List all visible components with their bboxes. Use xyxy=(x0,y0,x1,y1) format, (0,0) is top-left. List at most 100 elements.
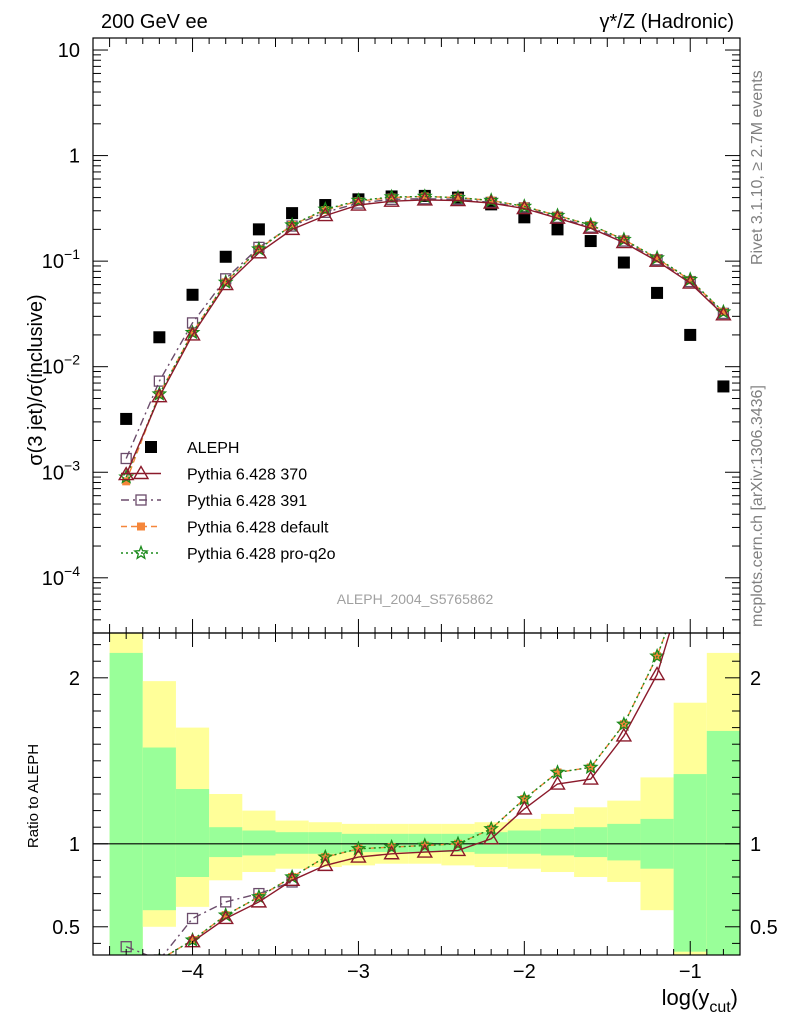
ratio-series-0-point xyxy=(516,800,533,815)
main-series-3-point xyxy=(719,307,728,316)
ratio-panel-series xyxy=(120,605,680,964)
ratio-series-0-point xyxy=(250,893,268,908)
mcplots-label: mcplots.cern.ch [arXiv:1306.3436] xyxy=(749,385,766,627)
main-series-3-point xyxy=(453,193,462,202)
legend-marker-1 xyxy=(132,465,150,480)
main-y-tick-label: 10−3 xyxy=(42,457,80,484)
ratio-series-3-point xyxy=(616,716,632,731)
ratio-series-2-point xyxy=(670,607,678,615)
main-series-1-point xyxy=(549,209,566,224)
main-series-4-point xyxy=(350,192,367,208)
main-y-tick-label: 10−1 xyxy=(42,246,80,273)
main-series-1-point xyxy=(217,276,234,291)
ratio-inner-band xyxy=(574,827,608,858)
analysis-id-label: ALEPH_2004_S5765862 xyxy=(337,591,494,607)
main-series-1-point xyxy=(682,274,699,289)
ratio-series-1-point xyxy=(186,912,199,925)
ratio-y-axis-label: Ratio to ALEPH xyxy=(25,744,42,848)
legend-marker-4 xyxy=(133,544,149,560)
ratio-inner-band xyxy=(507,830,541,854)
ratio-series-0-point xyxy=(549,775,566,790)
ratio-inner-band xyxy=(673,774,707,952)
ratio-series-3-line xyxy=(166,633,667,955)
ratio-y-tick-label: 1 xyxy=(69,834,80,856)
main-panel-series xyxy=(117,188,732,486)
main-series-3-point xyxy=(553,211,562,220)
ratio-series-2-line xyxy=(166,633,667,955)
main-series-0-point xyxy=(252,223,265,236)
main-series-0-point xyxy=(717,380,730,393)
ratio-series-3-point xyxy=(383,838,400,854)
ratio-y-tick-label-right: 2 xyxy=(750,668,761,690)
ratio-series-3-point xyxy=(350,840,367,856)
ratio-inner-band xyxy=(242,830,276,856)
main-series-3-point xyxy=(155,390,164,399)
ratio-series-0-point xyxy=(416,843,434,858)
ratio-inner-band xyxy=(474,832,508,854)
energy-label: 200 GeV ee xyxy=(101,11,208,33)
main-series-1-point xyxy=(416,191,434,206)
ratio-series-0-point xyxy=(582,770,599,785)
main-series-1-point xyxy=(383,192,400,207)
ratio-series-2-point xyxy=(254,892,263,901)
main-series-2-line xyxy=(125,197,724,459)
legend-marker-2 xyxy=(135,494,147,506)
ratio-series-0-point xyxy=(217,910,234,925)
main-series-0-point xyxy=(153,331,166,344)
main-series-3-line xyxy=(125,195,724,482)
main-series-3-point xyxy=(686,276,695,285)
main-series-1-point xyxy=(250,244,268,259)
main-series-1-point xyxy=(449,192,467,207)
main-series-1-point xyxy=(350,196,367,211)
main-y-tick-label: 1 xyxy=(69,146,80,168)
x-tick-label: −3 xyxy=(347,961,370,983)
ratio-series-3-point xyxy=(251,888,267,904)
main-series-1-point xyxy=(715,306,732,321)
ratio-series-2-point xyxy=(155,956,163,964)
ratio-series-3-point xyxy=(582,759,599,775)
ratio-y-tick-label: 2 xyxy=(69,668,80,690)
ratio-inner-band xyxy=(607,823,641,861)
main-series-1-point xyxy=(582,219,599,234)
ratio-inner-band xyxy=(109,652,143,955)
main-series-2-point xyxy=(120,452,132,465)
main-series-4-line xyxy=(125,195,724,478)
process-label: γ*/Z (Hadronic) xyxy=(600,11,734,33)
main-series-3-point xyxy=(354,197,363,206)
legend-label-1: Pythia 6.428 370 xyxy=(187,467,307,484)
main-series-4-point xyxy=(317,201,334,216)
ratio-series-0-point xyxy=(283,871,301,887)
ratio-series-3-point xyxy=(668,605,680,617)
main-y-tick-label: 10−4 xyxy=(42,563,80,590)
ratio-series-0-line xyxy=(192,633,671,943)
main-series-1-point xyxy=(648,252,666,267)
legend-label-4: Pythia 6.428 pro-q2o xyxy=(187,546,336,563)
main-series-1-point xyxy=(151,388,168,403)
legend-label-2: Pythia 6.428 391 xyxy=(187,493,307,510)
ratio-uncertainty-bands xyxy=(109,633,740,955)
main-series-0-point xyxy=(551,223,564,236)
legend-label-3: Pythia 6.428 default xyxy=(187,520,329,537)
main-series-0-point xyxy=(684,328,697,341)
ratio-series-3-point xyxy=(317,848,334,864)
ratio-series-0-point xyxy=(449,842,467,857)
main-series-0-point xyxy=(651,286,664,299)
ratio-series-0-point xyxy=(615,727,633,742)
main-series-3-point xyxy=(288,220,297,229)
ratio-series-0-point xyxy=(350,848,367,863)
main-series-0-point xyxy=(617,256,630,269)
main-series-4-point xyxy=(383,188,400,204)
main-series-3-point xyxy=(221,278,230,287)
x-axis-label-subscript: cut xyxy=(709,999,731,1016)
main-series-0-point xyxy=(584,235,597,248)
ratio-series-3-point xyxy=(649,647,665,663)
main-series-3-point xyxy=(321,206,330,215)
legend: ALEPH Pythia 6.428 370 Pythia 6.428 391 Pyt… xyxy=(121,440,336,563)
ratio-series-0-point xyxy=(648,666,666,681)
main-series-0-point xyxy=(186,288,199,301)
ratio-inner-band xyxy=(275,832,309,854)
main-series-4-point xyxy=(251,240,267,256)
ratio-y-tick-label: 0.5 xyxy=(52,917,80,939)
main-series-1-point xyxy=(615,234,633,249)
ratio-series-2-point xyxy=(553,768,562,777)
